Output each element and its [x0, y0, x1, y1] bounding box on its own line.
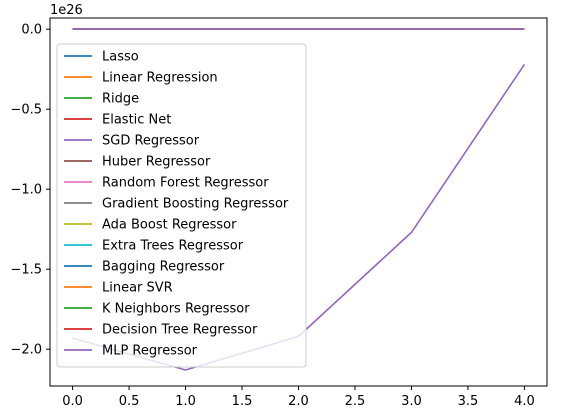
legend-label: MLP Regressor — [102, 344, 198, 359]
x-tick-label: 1.0 — [175, 394, 196, 409]
legend-item: Extra Trees Regressor — [64, 239, 244, 254]
legend-item: Lasso — [64, 50, 139, 65]
legend-label: Ridge — [102, 92, 139, 107]
legend-label: SGD Regressor — [102, 134, 200, 149]
x-tick-label: 1.5 — [232, 394, 253, 409]
x-tick-label: 0.5 — [119, 394, 140, 409]
y-tick-label: −1.5 — [10, 263, 42, 278]
legend-item: Linear SVR — [64, 281, 173, 296]
legend-label: Ada Boost Regressor — [102, 218, 237, 233]
legend-item: K Neighbors Regressor — [64, 302, 250, 317]
legend: Lasso Linear Regression Ridge Elastic Net SG… — [56, 43, 307, 368]
legend-item: SGD Regressor — [64, 134, 200, 149]
legend-box — [56, 43, 307, 368]
legend-item: Gradient Boosting Regressor — [64, 197, 289, 212]
legend-label: Extra Trees Regressor — [102, 239, 244, 254]
legend-item: MLP Regressor — [64, 344, 198, 359]
x-axis: 0.0 0.5 1.0 1.5 2.0 2.5 3.0 3.5 4.0 — [62, 386, 535, 409]
legend-item: Ridge — [64, 92, 139, 107]
y-tick-label: 0.0 — [21, 23, 42, 38]
x-tick-label: 4.0 — [514, 394, 535, 409]
legend-label: K Neighbors Regressor — [102, 302, 250, 317]
y-scale-offset-label: 1e26 — [50, 3, 83, 18]
legend-item: Elastic Net — [64, 113, 171, 128]
legend-label: Linear SVR — [102, 281, 173, 296]
legend-label: Bagging Regressor — [102, 260, 225, 275]
x-tick-label: 0.0 — [62, 394, 83, 409]
legend-label: Gradient Boosting Regressor — [102, 197, 289, 212]
x-tick-label: 2.0 — [288, 394, 309, 409]
legend-item: Huber Regressor — [64, 155, 211, 170]
legend-item: Bagging Regressor — [64, 260, 225, 275]
legend-item: Decision Tree Regressor — [64, 323, 258, 338]
x-tick-label: 3.0 — [401, 394, 422, 409]
legend-label: Elastic Net — [102, 113, 171, 128]
y-axis: 0.0 −0.5 −1.0 −1.5 −2.0 — [10, 23, 50, 358]
legend-label: Linear Regression — [102, 71, 218, 86]
legend-item: Random Forest Regressor — [64, 176, 269, 191]
y-tick-label: −0.5 — [10, 103, 42, 118]
x-tick-label: 2.5 — [345, 394, 366, 409]
legend-item: Linear Regression — [64, 71, 218, 86]
y-tick-label: −1.0 — [10, 183, 42, 198]
legend-label: Random Forest Regressor — [102, 176, 269, 191]
y-tick-label: −2.0 — [10, 343, 42, 358]
legend-label: Huber Regressor — [102, 155, 211, 170]
legend-item: Ada Boost Regressor — [64, 218, 237, 233]
legend-label: Lasso — [102, 50, 139, 65]
x-tick-label: 3.5 — [458, 394, 479, 409]
legend-label: Decision Tree Regressor — [102, 323, 258, 338]
